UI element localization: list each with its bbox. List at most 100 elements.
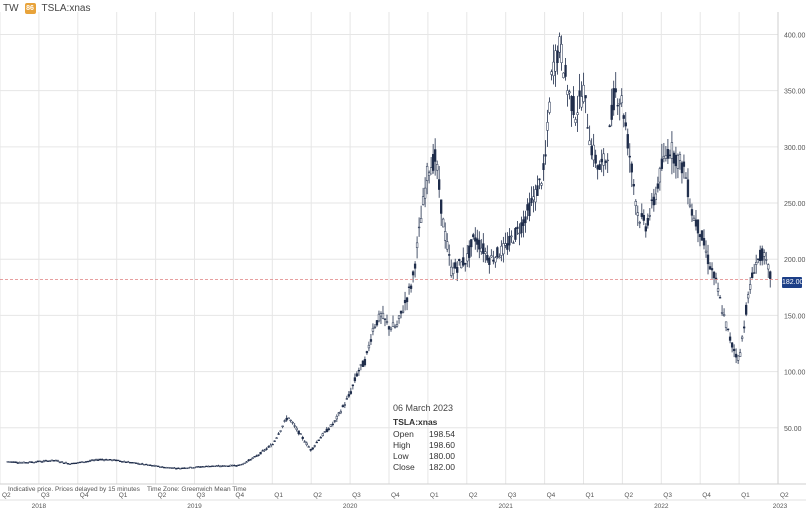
candle-body [197,466,200,468]
candle-body [285,417,288,421]
candle-body [163,466,166,469]
candle-body [660,158,664,169]
candle-body [259,452,262,455]
candle-body [46,460,50,462]
candle-body [191,467,194,469]
candle-body [179,468,182,470]
candle-body [193,467,196,469]
candle-body [287,417,290,420]
quarter-tick-label: Q4 [702,492,711,499]
candle-body [670,142,674,159]
candle-body [568,91,571,94]
candle-body [540,183,543,186]
quarter-tick-label: Q3 [508,492,517,499]
candle-body [526,204,529,211]
candle-body [664,155,668,159]
candle-body [10,461,13,463]
candle-body [496,247,499,258]
candle-body [307,446,310,448]
candle-body [40,461,44,463]
candle-body [201,466,204,468]
candle-body [249,458,252,461]
candle-body [112,459,116,461]
candle-body [708,266,712,270]
candle-body [379,313,383,317]
candle-body [411,271,415,276]
candle-body [618,103,621,105]
candle-body [578,90,581,97]
candle-body [321,433,324,436]
timezone-note: Time Zone: Greenwich Mean Time [146,486,247,493]
candle-body [114,459,118,462]
candle-body [492,259,495,262]
tooltip-symbol: TSLA:xnas [393,417,438,427]
candle-body [120,461,124,463]
candle-body [189,466,192,469]
candle-body [261,450,264,452]
candle-body [36,460,40,463]
candle-body [724,321,728,328]
candle-body [143,464,146,466]
candle-body [263,449,266,451]
candle-body [289,419,292,422]
candle-body [98,458,102,461]
candle-body [506,243,509,250]
candle-body [564,64,567,77]
candle-body [552,61,555,77]
candle-body [329,424,332,427]
candle-body [108,459,112,461]
candle-body [518,232,521,235]
y-tick-label: 100.00 [784,370,806,377]
candle-body [460,261,463,269]
candle-body [763,252,766,257]
quarter-tick-label: Q4 [547,492,556,499]
candle-body [514,228,517,240]
candle-body [502,243,505,255]
symbol-label[interactable]: TSLA:xnas [41,3,91,14]
candle-body [470,239,473,248]
quarter-tick-label: Q2 [158,492,167,499]
candle-body [484,251,487,254]
candle-body [726,328,730,330]
candle-body [751,272,754,278]
candle-body [90,459,94,461]
candle-body [508,235,511,246]
quarter-tick-label: Q3 [352,492,361,499]
candle-body [672,152,676,164]
candle-body [528,202,531,217]
candle-body [676,155,680,169]
candle-body [241,463,244,466]
candle-body [345,398,349,400]
candle-body [504,243,507,246]
candle-body [532,196,535,201]
candle-body [183,467,186,469]
candle-body [524,216,527,224]
candle-body [574,119,577,123]
candle-body [299,433,302,435]
candle-body [217,465,220,467]
candle-body [303,441,306,443]
y-tick-label: 150.00 [784,313,806,320]
candle-body [291,421,294,424]
candle-body [632,184,635,187]
candle-body [104,459,108,461]
candle-body [452,267,455,274]
candle-body [586,127,589,129]
candle-body [165,467,168,469]
candle-body [363,359,367,366]
candle-body [572,96,575,116]
candle-body [438,179,441,190]
candle-body [714,277,718,280]
candle-body [367,344,371,349]
candle-body [666,149,670,159]
candle-body [690,209,694,216]
candle-body [656,183,660,189]
candle-body [732,348,736,352]
tooltip-row-low: Low 180.00 [393,451,455,461]
candle-body [215,465,218,467]
source-label: TW [3,3,19,14]
candle-body [538,178,541,181]
candle-body [389,327,393,330]
candle-body [417,226,421,229]
